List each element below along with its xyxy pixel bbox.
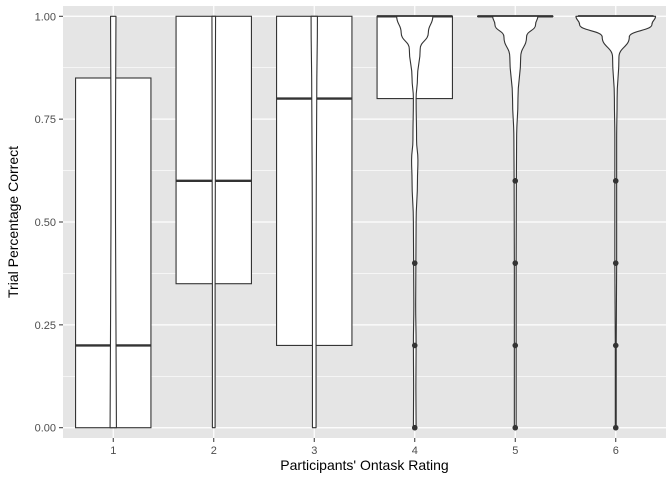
y-axis: 0.00 0.25 0.50 0.75 1.00: [35, 11, 63, 435]
outlier-point-6: [612, 178, 619, 184]
x-tick-label: 4: [412, 445, 418, 457]
outlier-point-6: [612, 424, 619, 431]
x-tick-label: 3: [311, 445, 317, 457]
y-axis-title: Trial Percentage Correct: [5, 146, 21, 298]
outlier-point-5: [512, 424, 519, 431]
violin-1: [109, 15, 117, 429]
y-tick-label: 0.75: [35, 114, 56, 126]
violin-5: [492, 15, 539, 429]
outlier-point-6: [612, 342, 619, 349]
y-tick-label: 0.00: [35, 423, 56, 435]
x-tick-label: 1: [110, 445, 116, 457]
x-axis-title: Participants' Ontask Rating: [280, 457, 448, 473]
outlier-point-5: [512, 342, 519, 349]
violins-layer: [109, 15, 657, 429]
outlier-point-4: [411, 260, 418, 266]
violin-6: [575, 15, 657, 429]
y-tick-label: 1.00: [35, 11, 56, 23]
violin-3: [310, 15, 318, 429]
outliers-layer: [411, 178, 619, 431]
y-tick-label: 0.50: [35, 217, 56, 229]
violin-4: [396, 15, 434, 429]
y-tick-label: 0.25: [35, 320, 56, 332]
x-tick-label: 5: [512, 445, 518, 457]
x-axis: 1 2 3 4 5 6: [110, 438, 619, 457]
outlier-point-6: [612, 260, 619, 266]
grid-minor: [63, 67, 666, 377]
violin-2: [211, 15, 217, 429]
x-tick-label: 6: [613, 445, 619, 457]
outlier-point-4: [411, 424, 418, 431]
outlier-point-4: [411, 342, 418, 349]
outlier-point-5: [512, 178, 519, 184]
x-tick-label: 2: [211, 445, 217, 457]
outlier-point-5: [512, 260, 519, 266]
